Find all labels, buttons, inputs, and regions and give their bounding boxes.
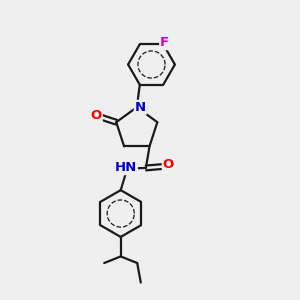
Text: O: O (163, 158, 174, 171)
Text: O: O (91, 109, 102, 122)
Text: HN: HN (115, 161, 137, 174)
Text: N: N (135, 101, 146, 114)
Text: F: F (160, 36, 169, 49)
